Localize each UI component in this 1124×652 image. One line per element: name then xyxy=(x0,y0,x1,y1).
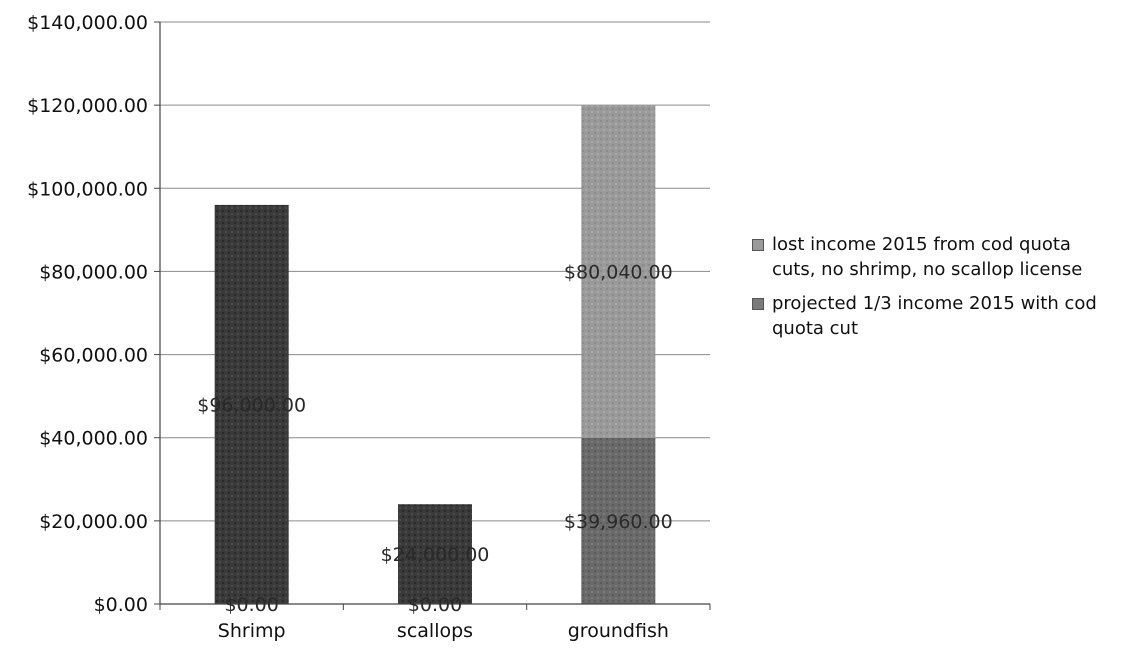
data-label: $96,000.00 xyxy=(197,394,306,416)
data-label: $0.00 xyxy=(224,594,278,616)
data-label: $24,000.00 xyxy=(381,544,490,566)
bars xyxy=(214,105,656,604)
data-labels: $0.00 $96,000.00 $0.00 $24,000.00 $39,960.00… xyxy=(197,262,672,616)
legend-swatch-lost-income xyxy=(752,239,764,251)
y-tick-label: $80,000.00 xyxy=(39,261,148,283)
bar-segment xyxy=(214,204,289,604)
legend-item-lost-income: lost income 2015 from cod quota cuts, no… xyxy=(752,232,1118,282)
data-label: $0.00 xyxy=(408,594,462,616)
legend-swatch-projected-income xyxy=(752,298,764,310)
legend-label-projected-income: projected 1/3 income 2015 with cod quota… xyxy=(772,293,1097,339)
legend: lost income 2015 from cod quota cuts, no… xyxy=(752,232,1118,350)
data-label: $80,040.00 xyxy=(564,262,673,284)
y-tick-label: $140,000.00 xyxy=(27,12,148,34)
bar-segment xyxy=(581,437,656,604)
bar-segment xyxy=(398,504,472,604)
y-tick-label: $0.00 xyxy=(94,594,148,616)
y-tick-label: $60,000.00 xyxy=(39,345,148,367)
bar-segment xyxy=(581,105,656,438)
y-tick-label: $120,000.00 xyxy=(27,95,148,117)
data-label: $39,960.00 xyxy=(564,511,673,533)
y-tick-label: $40,000.00 xyxy=(39,428,148,450)
axes: $0.00 $20,000.00 $40,000.00 $60,000.00 $80,0… xyxy=(27,12,711,642)
x-tick-label: scallops xyxy=(397,620,473,642)
y-tick-label: $100,000.00 xyxy=(27,178,148,200)
legend-label-lost-income: lost income 2015 from cod quota cuts, no… xyxy=(772,234,1083,280)
legend-item-projected-income: projected 1/3 income 2015 with cod quota… xyxy=(752,291,1118,341)
y-tick-label: $20,000.00 xyxy=(39,511,148,533)
x-tick-label: Shrimp xyxy=(218,620,286,642)
x-tick-label: groundfish xyxy=(568,620,669,642)
